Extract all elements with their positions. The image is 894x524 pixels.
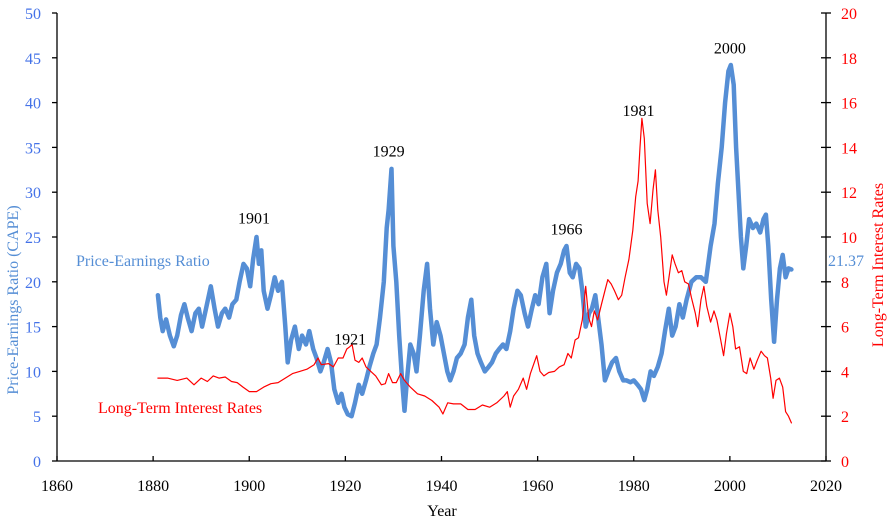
y-tick-label-left: 10	[25, 364, 41, 381]
tick-labels: 0 5 10 15 20 25 30 35 40 45 50 0 2 4 6 8 10 12 14 16 18 20 186…	[25, 6, 857, 495]
x-tick-label: 1880	[137, 478, 169, 495]
rate-series-label: Long-Term Interest Rates	[98, 400, 262, 417]
peak-year-label: 1929	[373, 143, 405, 160]
x-tick-label: 1940	[426, 478, 458, 495]
y-tick-label-right: 16	[841, 96, 857, 113]
peak-year-label: 2000	[714, 40, 746, 57]
y-tick-label-left: 45	[25, 51, 41, 68]
y-tick-label-left: 0	[33, 454, 41, 471]
x-tick-label: 1960	[522, 478, 554, 495]
y-tick-label-right: 6	[841, 320, 849, 337]
peak-year-label: 1921	[334, 332, 366, 349]
x-tick-label: 2020	[810, 478, 842, 495]
x-tick-label: 1900	[233, 478, 265, 495]
axes	[52, 12, 831, 462]
interest-rate-line	[157, 117, 792, 424]
peak-annotations: 1901 1921 1929 1966 1981 2000	[238, 40, 746, 348]
pe-end-value-label: 21.37	[828, 253, 864, 270]
y-tick-label-right: 12	[841, 185, 857, 202]
y-tick-label-left: 40	[25, 96, 41, 113]
y-tick-label-right: 14	[841, 140, 857, 157]
pe-ratio-line	[155, 62, 794, 419]
y-tick-label-right: 2	[841, 409, 849, 426]
peak-year-label: 1901	[238, 211, 270, 228]
y-tick-label-left: 35	[25, 140, 41, 157]
plot-area	[155, 62, 794, 424]
x-tick-label: 1860	[41, 478, 73, 495]
y-tick-label-right: 10	[841, 230, 857, 247]
y-axis-title-right: Long-Term Interest Rates	[870, 183, 887, 347]
peak-year-label: 1966	[550, 221, 582, 238]
x-tick-label: 1980	[618, 478, 650, 495]
peak-year-label: 1981	[623, 103, 655, 120]
y-axis-title-left: Price-Earnings Ratio (CAPE)	[5, 205, 22, 394]
y-tick-label-right: 0	[841, 454, 849, 471]
y-tick-label-left: 20	[25, 275, 41, 292]
x-axis-title: Year	[427, 503, 457, 520]
y-tick-label-left: 30	[25, 185, 41, 202]
x-tick-label: 2000	[714, 478, 746, 495]
y-tick-label-left: 25	[25, 230, 41, 247]
y-tick-label-left: 50	[25, 6, 41, 23]
y-tick-label-right: 8	[841, 275, 849, 292]
y-tick-label-right: 4	[841, 364, 849, 381]
y-tick-label-left: 5	[33, 409, 41, 426]
x-tick-label: 1920	[329, 478, 361, 495]
y-tick-label-right: 18	[841, 51, 857, 68]
y-tick-label-right: 20	[841, 6, 857, 23]
pe-series-label: Price-Earnings Ratio	[76, 253, 210, 270]
y-tick-label-left: 15	[25, 320, 41, 337]
